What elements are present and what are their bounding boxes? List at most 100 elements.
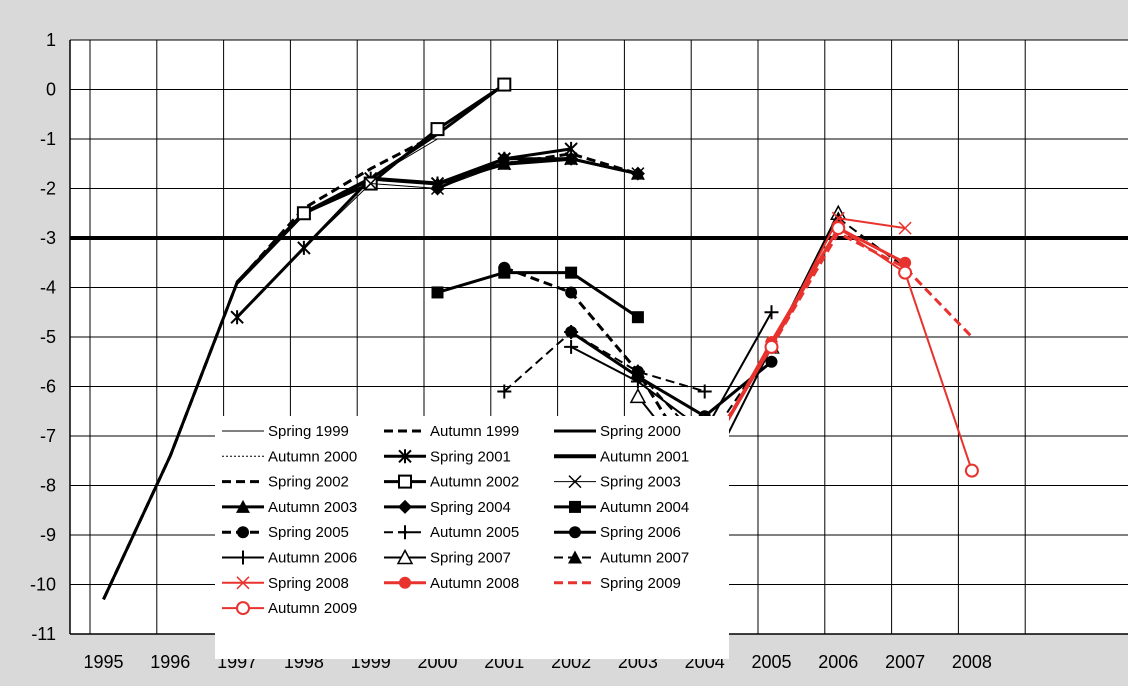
data-point-autumn-2008 <box>899 256 912 269</box>
legend-label-autumn-2001: Autumn 2001 <box>600 448 689 465</box>
y-tick-label: 1 <box>46 30 56 50</box>
data-point-autumn-2009 <box>764 339 779 354</box>
data-point-spring-2004 <box>430 181 445 196</box>
legend-label-autumn-2008: Autumn 2008 <box>430 575 519 592</box>
legend-label-spring-2004: Spring 2004 <box>430 499 511 516</box>
x-tick-label: 1995 <box>83 652 123 672</box>
data-point-spring-2003 <box>230 310 244 324</box>
legend-marker-autumn-2003 <box>236 499 250 513</box>
legend-label-autumn-2000: Autumn 2000 <box>268 448 357 465</box>
x-tick-label: 2005 <box>751 652 791 672</box>
legend-entry-autumn-2002: Autumn 2002 <box>384 474 519 491</box>
legend-entry-autumn-2007: Autumn 2007 <box>554 550 689 567</box>
data-point-autumn-2005 <box>497 384 512 399</box>
legend-entry-spring-2005: Spring 2005 <box>222 524 349 541</box>
legend-entry-autumn-2001: Autumn 2001 <box>554 448 689 465</box>
legend-marker-autumn-2005 <box>398 525 412 540</box>
legend-label-spring-2000: Spring 2000 <box>600 423 681 440</box>
data-point-autumn-2005 <box>697 384 712 399</box>
legend-entry-autumn-2008: Autumn 2008 <box>384 575 519 592</box>
legend-marker-autumn-2009 <box>236 601 250 616</box>
data-point-autumn-2007 <box>630 364 645 378</box>
legend-box <box>215 416 729 659</box>
data-point-spring-2008 <box>831 211 845 225</box>
data-point-spring-2004 <box>564 151 579 166</box>
series-line-autumn-2005 <box>503 331 705 393</box>
y-tick-label: -7 <box>40 426 56 446</box>
data-point-spring-2004 <box>497 151 512 166</box>
legend-marker-spring-2005 <box>237 526 249 539</box>
legend-entry-spring-2006: Spring 2006 <box>554 524 681 541</box>
legend-label-autumn-2004: Autumn 2004 <box>600 499 689 516</box>
legend-entry-autumn-1999: Autumn 1999 <box>384 423 519 440</box>
legend-entry-spring-1999: Spring 1999 <box>222 423 349 440</box>
data-point-autumn-2004 <box>565 266 578 279</box>
data-point-autumn-2009 <box>831 221 846 236</box>
legend-marker-spring-2006 <box>569 526 581 539</box>
legend-marker-autumn-2004 <box>569 500 581 513</box>
series-line-autumn-2006 <box>570 311 773 433</box>
legend-label-spring-2002: Spring 2002 <box>268 474 349 491</box>
legend-label-autumn-2006: Autumn 2006 <box>268 550 357 567</box>
legend-marker-spring-2001 <box>398 449 412 464</box>
series-line-spring-2006 <box>570 330 773 418</box>
legend-label-spring-1999: Spring 1999 <box>268 423 349 440</box>
legend-label-autumn-1999: Autumn 1999 <box>430 423 519 440</box>
legend-label-spring-2007: Spring 2007 <box>430 550 511 567</box>
data-point-autumn-2004 <box>431 286 444 299</box>
legend-marker-autumn-2002 <box>398 474 412 489</box>
data-point-autumn-2002 <box>497 77 512 92</box>
legend-marker-spring-2007 <box>396 548 414 565</box>
x-tick-label: 2008 <box>952 652 992 672</box>
legend-entry-autumn-2005: Autumn 2005 <box>384 524 519 541</box>
legend-entry-autumn-2003: Autumn 2003 <box>222 499 357 516</box>
data-point-autumn-2009 <box>964 463 979 478</box>
legend-label-spring-2009: Spring 2009 <box>600 575 681 592</box>
legend-entry-spring-2003: Spring 2003 <box>554 474 681 491</box>
series-layer <box>102 77 979 601</box>
series-line-autumn-2002 <box>303 83 506 215</box>
legend-entry-autumn-2006: Autumn 2006 <box>222 550 357 567</box>
legend-marker-spring-2004 <box>398 499 412 514</box>
y-tick-label: -3 <box>40 228 56 248</box>
y-tick-label: -10 <box>30 575 56 595</box>
series-line-spring-2004 <box>436 157 639 190</box>
legend-label-autumn-2003: Autumn 2003 <box>268 499 357 516</box>
legend-label-spring-2008: Spring 2008 <box>268 575 349 592</box>
y-tick-label: -11 <box>31 624 56 644</box>
legend-marker-spring-2008 <box>236 576 250 590</box>
legend-entry-spring-2009: Spring 2009 <box>554 575 681 592</box>
legend-entry-spring-2004: Spring 2004 <box>384 499 511 516</box>
data-point-spring-2005 <box>565 286 578 299</box>
legend-marker-spring-2003 <box>568 475 582 489</box>
legend-entry-spring-2002: Spring 2002 <box>222 474 349 491</box>
y-tick-label: -8 <box>40 476 56 496</box>
series-autumn-2002 <box>296 77 512 221</box>
legend-entry-spring-2008: Spring 2008 <box>222 575 349 592</box>
legend-label-autumn-2005: Autumn 2005 <box>430 524 519 541</box>
legend-label-autumn-2009: Autumn 2009 <box>268 600 357 617</box>
data-point-autumn-2006 <box>564 339 579 354</box>
legend-label-autumn-2007: Autumn 2007 <box>600 550 689 567</box>
data-point-autumn-2009 <box>898 265 913 280</box>
data-point-spring-2006 <box>765 355 778 368</box>
legend-entry-spring-2001: Spring 2001 <box>384 448 511 465</box>
x-tick-label: 2006 <box>818 652 858 672</box>
y-tick-label: -5 <box>40 327 56 347</box>
series-line-autumn-2004 <box>437 271 639 319</box>
legend-entry-autumn-2000: Autumn 2000 <box>222 448 357 465</box>
x-tick-label: 1996 <box>150 652 190 672</box>
series-autumn-2006 <box>564 305 779 439</box>
legend-marker-autumn-2007 <box>568 550 582 564</box>
legend-label-spring-2005: Spring 2005 <box>268 524 349 541</box>
data-point-autumn-2004 <box>631 311 644 324</box>
y-tick-label: -2 <box>40 179 56 199</box>
legend-label-spring-2006: Spring 2006 <box>600 524 681 541</box>
y-tick-label: -4 <box>40 278 56 298</box>
data-point-spring-2006 <box>565 326 578 339</box>
y-tick-label: -6 <box>40 377 56 397</box>
data-point-spring-2005 <box>498 261 511 274</box>
data-point-spring-2003 <box>364 177 378 191</box>
legend-entry-spring-2007: Spring 2007 <box>384 548 511 567</box>
